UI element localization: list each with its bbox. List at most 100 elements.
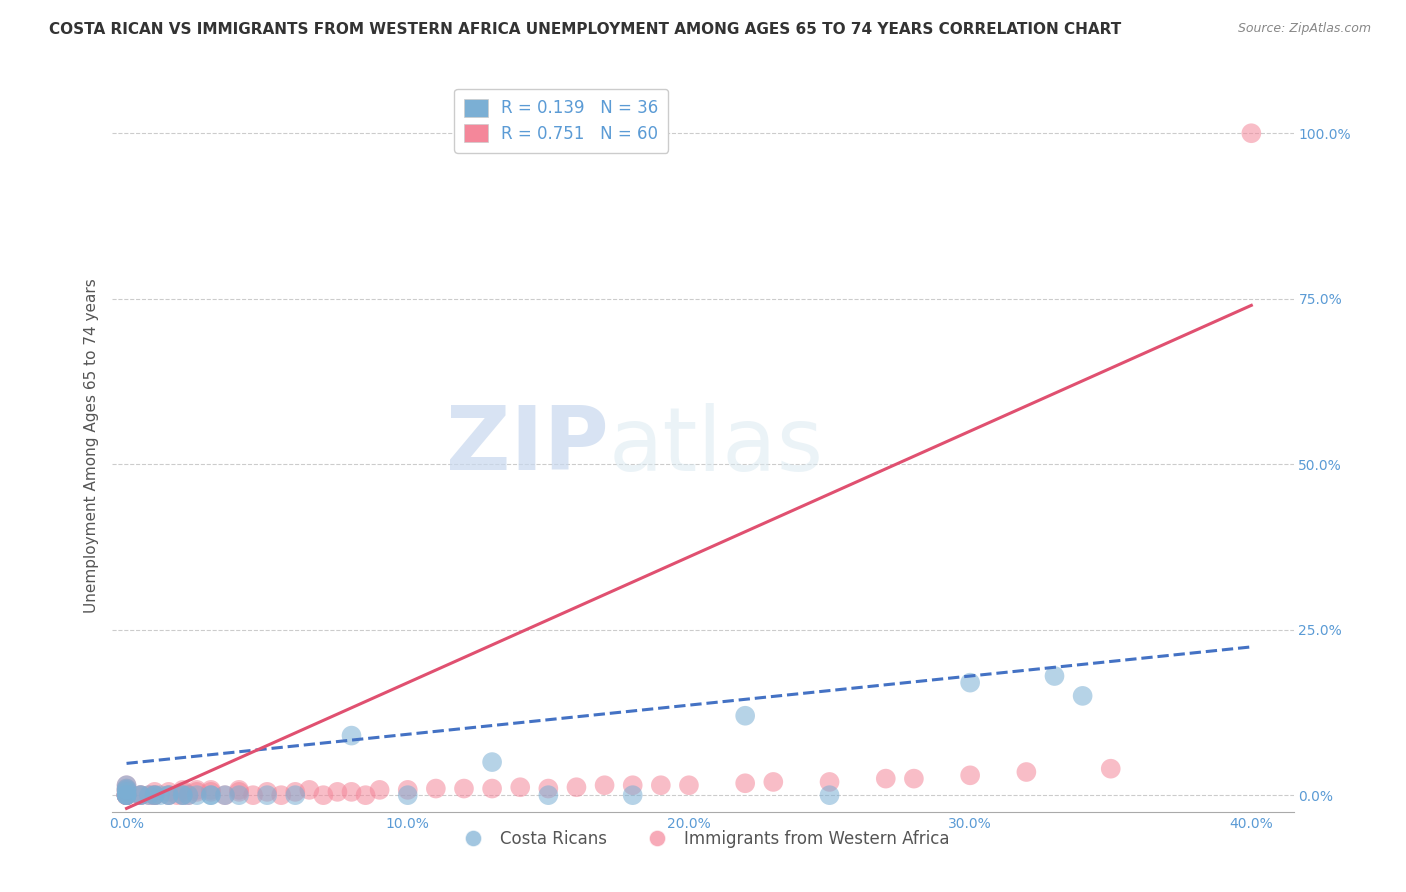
Point — [818, 788, 841, 802]
Point — [115, 788, 138, 802]
Point — [340, 785, 363, 799]
Point — [115, 788, 138, 802]
Point — [157, 788, 180, 802]
Point — [138, 788, 160, 802]
Point — [1099, 762, 1122, 776]
Point — [593, 778, 616, 792]
Point — [284, 785, 307, 799]
Point — [959, 768, 981, 782]
Point — [172, 785, 194, 799]
Point — [115, 788, 138, 802]
Point — [903, 772, 925, 786]
Point — [298, 783, 321, 797]
Point — [354, 788, 377, 802]
Point — [115, 781, 138, 796]
Point — [340, 729, 363, 743]
Point — [143, 788, 166, 802]
Point — [678, 778, 700, 792]
Point — [115, 788, 138, 802]
Point — [115, 781, 138, 796]
Point — [172, 788, 194, 802]
Point — [214, 788, 236, 802]
Y-axis label: Unemployment Among Ages 65 to 74 years: Unemployment Among Ages 65 to 74 years — [83, 278, 98, 614]
Text: ZIP: ZIP — [446, 402, 609, 490]
Point — [172, 783, 194, 797]
Point — [172, 788, 194, 802]
Point — [200, 788, 222, 802]
Point — [1015, 764, 1038, 779]
Point — [200, 783, 222, 797]
Point — [200, 788, 222, 802]
Point — [284, 788, 307, 802]
Point — [149, 788, 172, 802]
Point — [115, 788, 138, 802]
Point — [129, 788, 152, 802]
Point — [650, 778, 672, 792]
Point — [186, 783, 208, 797]
Point — [172, 788, 194, 802]
Point — [537, 781, 560, 796]
Point — [129, 788, 152, 802]
Point — [256, 785, 278, 799]
Point — [396, 783, 419, 797]
Point — [115, 788, 138, 802]
Legend: R = 0.139   N = 36, R = 0.751   N = 60: R = 0.139 N = 36, R = 0.751 N = 60 — [454, 88, 668, 153]
Point — [129, 788, 152, 802]
Point — [270, 788, 292, 802]
Text: atlas: atlas — [609, 402, 824, 490]
Point — [621, 778, 644, 792]
Point — [214, 788, 236, 802]
Point — [143, 788, 166, 802]
Point — [621, 788, 644, 802]
Point — [875, 772, 897, 786]
Point — [565, 780, 588, 795]
Point — [157, 785, 180, 799]
Point — [959, 675, 981, 690]
Point — [1043, 669, 1066, 683]
Point — [228, 785, 250, 799]
Point — [734, 776, 756, 790]
Point — [115, 778, 138, 792]
Point — [115, 783, 138, 797]
Point — [818, 775, 841, 789]
Point — [509, 780, 531, 795]
Point — [1071, 689, 1094, 703]
Point — [734, 708, 756, 723]
Point — [228, 788, 250, 802]
Point — [481, 781, 503, 796]
Point — [186, 788, 208, 802]
Point — [537, 788, 560, 802]
Point — [242, 788, 264, 802]
Point — [115, 788, 138, 802]
Point — [115, 778, 138, 792]
Point — [762, 775, 785, 789]
Point — [143, 788, 166, 802]
Text: COSTA RICAN VS IMMIGRANTS FROM WESTERN AFRICA UNEMPLOYMENT AMONG AGES 65 TO 74 Y: COSTA RICAN VS IMMIGRANTS FROM WESTERN A… — [49, 22, 1122, 37]
Point — [177, 788, 200, 802]
Point — [157, 788, 180, 802]
Point — [453, 781, 475, 796]
Point — [157, 788, 180, 802]
Point — [115, 785, 138, 799]
Point — [177, 788, 200, 802]
Point — [115, 788, 138, 802]
Point — [396, 788, 419, 802]
Point — [143, 785, 166, 799]
Point — [368, 783, 391, 797]
Point — [256, 788, 278, 802]
Point — [115, 785, 138, 799]
Point — [312, 788, 335, 802]
Point — [138, 788, 160, 802]
Point — [115, 783, 138, 797]
Point — [326, 785, 349, 799]
Point — [425, 781, 447, 796]
Point — [186, 785, 208, 799]
Point — [228, 783, 250, 797]
Point — [1240, 126, 1263, 140]
Text: Source: ZipAtlas.com: Source: ZipAtlas.com — [1237, 22, 1371, 36]
Point — [166, 788, 188, 802]
Point — [129, 788, 152, 802]
Point — [143, 788, 166, 802]
Point — [200, 785, 222, 799]
Point — [481, 755, 503, 769]
